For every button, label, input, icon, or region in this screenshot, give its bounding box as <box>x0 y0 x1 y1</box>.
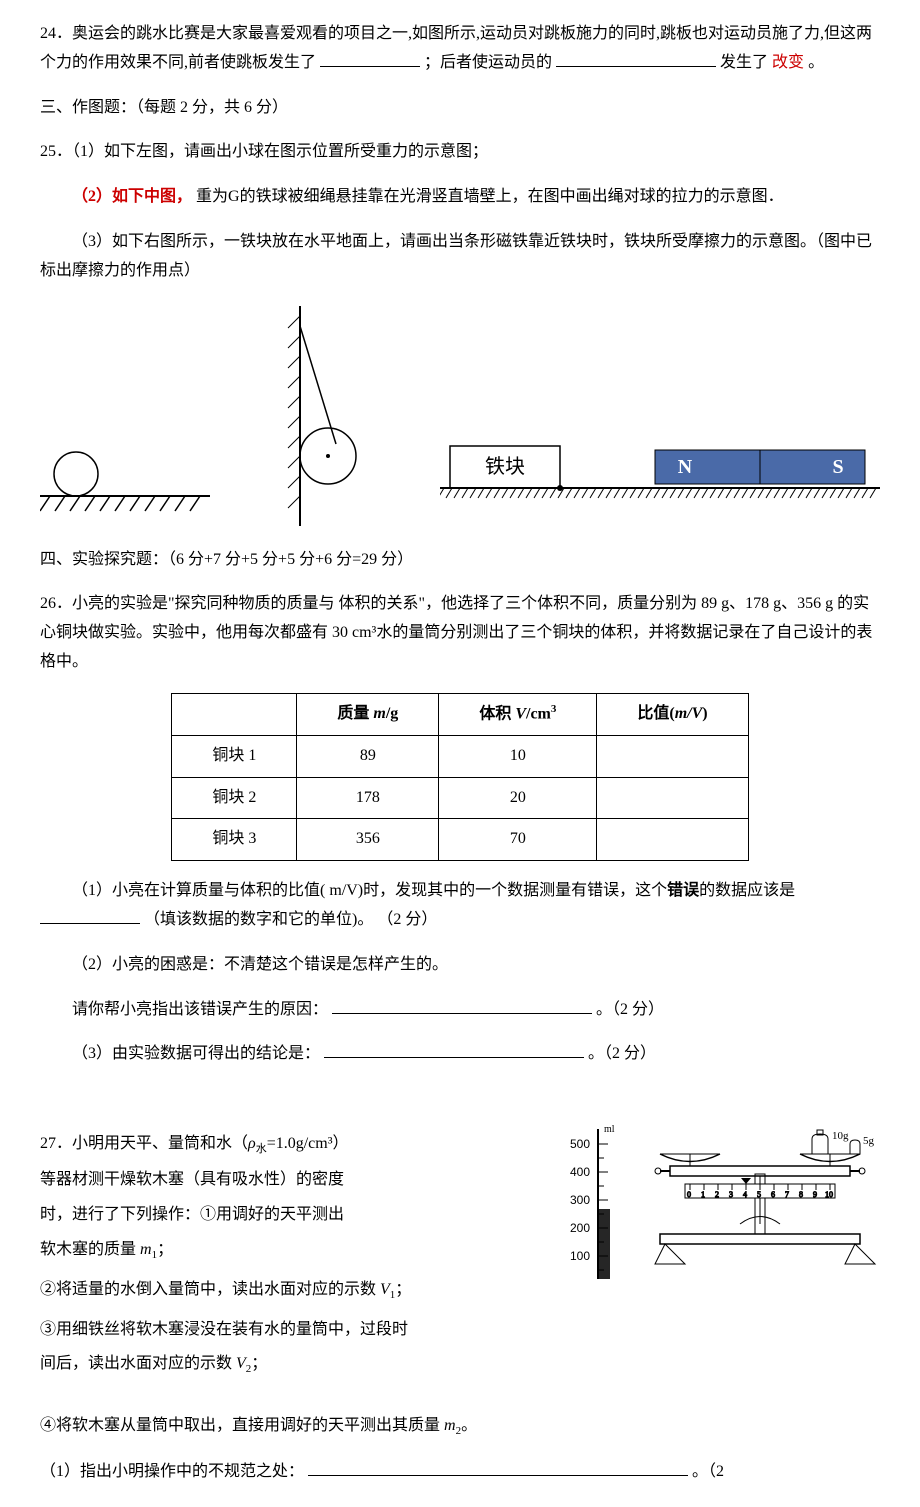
q27-blank1[interactable] <box>308 1475 688 1476</box>
svg-text:ml: ml <box>604 1124 615 1135</box>
th-mass: 质量 m/g <box>297 693 439 735</box>
svg-text:300: 300 <box>570 1193 590 1207</box>
q24-c: 发生了 <box>720 54 768 71</box>
svg-text:8: 8 <box>799 1190 803 1199</box>
q27-text: 27．小明用天平、量筒和水（ρ水=1.0g/cm³） 等器材测干燥软木塞（具有吸… <box>40 1114 550 1396</box>
q25-2: （2）如下中图， 重为G的铁球被细绳悬挂靠在光滑竖直墙壁上，在图中画出绳对球的拉… <box>40 183 880 212</box>
q27-l7: 间后，读出水面对应的示数 V2； <box>40 1350 550 1380</box>
fig-left <box>40 366 210 526</box>
table-row: 铜块 1 89 10 <box>172 735 748 777</box>
magnet-s: S <box>832 456 843 478</box>
svg-text:4: 4 <box>743 1190 747 1199</box>
th-vol: 体积 V/cm3 <box>439 693 597 735</box>
svg-text:500: 500 <box>570 1137 590 1151</box>
magnet-n: N <box>678 456 693 478</box>
q27-l6: ③用细铁丝将软木塞浸没在装有水的量筒中，过段时 <box>40 1316 550 1345</box>
svg-text:1: 1 <box>701 1190 705 1199</box>
svg-text:400: 400 <box>570 1165 590 1179</box>
balance-icon: 10g 5g 0 1 2 3 4 5 6 7 8 9 10 <box>655 1130 875 1264</box>
q27-l5: ②将适量的水倒入量筒中，读出水面对应的示数 V1； <box>40 1276 550 1306</box>
q24-d: 改变 <box>772 54 804 71</box>
q25-2b: 重为G的铁球被细绳悬挂靠在光滑竖直墙壁上，在图中画出绳对球的拉力的示意图． <box>196 188 784 205</box>
svg-text:5g: 5g <box>863 1135 875 1147</box>
q24-b: ；后者使运动员的 <box>424 54 552 71</box>
th-ratio: 比值(m/V) <box>597 693 748 735</box>
svg-text:100: 100 <box>570 1249 590 1263</box>
th-blank <box>172 693 297 735</box>
svg-text:3: 3 <box>729 1190 733 1199</box>
fig-right: 铁块 N S <box>440 406 880 526</box>
q27-l2: 等器材测干燥软木塞（具有吸水性）的密度 <box>40 1166 550 1195</box>
q26-p3: （3）由实验数据可得出的结论是： 。（2 分） <box>40 1040 880 1069</box>
q27-p1: （1）指出小明操作中的不规范之处： 。（2 <box>40 1458 880 1487</box>
q27-fig: ml 500 400 300 200 100 <box>560 1114 880 1305</box>
q27-l8: ④将软木塞从量筒中取出，直接用调好的天平测出其质量 m2。 <box>40 1412 880 1442</box>
q27-l3: 时，进行了下列操作：①用调好的天平测出 <box>40 1201 550 1230</box>
section3-title: 三、作图题：（每题 2 分，共 6 分） <box>40 94 880 123</box>
q26-p2a: （2）小亮的困惑是：不清楚这个错误是怎样产生的。 <box>40 951 880 980</box>
q24-text: 24．奥运会的跳水比赛是大家最喜爱观看的项目之一,如图所示,运动员对跳板施力的同… <box>40 20 880 78</box>
table-row: 铜块 3 356 70 <box>172 819 748 861</box>
q27-l4: 软木塞的质量 m1； <box>40 1236 550 1266</box>
svg-text:10: 10 <box>825 1190 833 1199</box>
svg-text:7: 7 <box>785 1190 789 1199</box>
figure-row: 铁块 N S <box>40 306 880 526</box>
svg-text:5: 5 <box>757 1190 761 1199</box>
q26-blank1[interactable] <box>40 923 140 924</box>
q26-p2b: 请你帮小亮指出该错误产生的原因： 。（2 分） <box>40 996 880 1025</box>
q24-e: 。 <box>808 54 824 71</box>
q24-blank1[interactable] <box>320 66 420 67</box>
cylinder-icon: ml 500 400 300 200 100 <box>570 1124 615 1279</box>
svg-text:6: 6 <box>771 1190 775 1199</box>
q26-p1: （1）小亮在计算质量与体积的比值( m/V)时，发现其中的一个数据测量有错误，这… <box>40 877 880 935</box>
q27-l1: 27．小明用天平、量筒和水（ρ水=1.0g/cm³） <box>40 1130 550 1160</box>
svg-text:2: 2 <box>715 1190 719 1199</box>
q26-table: 质量 m/g 体积 V/cm3 比值(m/V) 铜块 1 89 10 铜块 2 … <box>171 693 748 862</box>
svg-text:9: 9 <box>813 1190 817 1199</box>
q27-wrap: 27．小明用天平、量筒和水（ρ水=1.0g/cm³） 等器材测干燥软木塞（具有吸… <box>40 1114 880 1396</box>
q24-blank2[interactable] <box>556 66 716 67</box>
q26-blank3[interactable] <box>324 1057 584 1058</box>
svg-text:0: 0 <box>687 1190 691 1199</box>
q25-1: 25．（1）如下左图，请画出小球在图示位置所受重力的示意图； <box>40 138 880 167</box>
iron-block-label: 铁块 <box>485 455 525 478</box>
svg-text:10g: 10g <box>832 1130 849 1142</box>
section4-title: 四、实验探究题：（6 分+7 分+5 分+5 分+6 分=29 分） <box>40 546 880 575</box>
q26-intro: 26．小亮的实验是"探究同种物质的质量与 体积的关系"，他选择了三个体积不同，质… <box>40 590 880 676</box>
fig-middle <box>240 306 410 526</box>
q25-2a: （2）如下中图， <box>72 188 192 205</box>
q25-3: （3）如下右图所示，一铁块放在水平地面上，请画出当条形磁铁靠近铁块时，铁块所受摩… <box>40 228 880 286</box>
q26-blank2[interactable] <box>332 1013 592 1014</box>
table-row: 铜块 2 178 20 <box>172 777 748 819</box>
svg-text:200: 200 <box>570 1221 590 1235</box>
